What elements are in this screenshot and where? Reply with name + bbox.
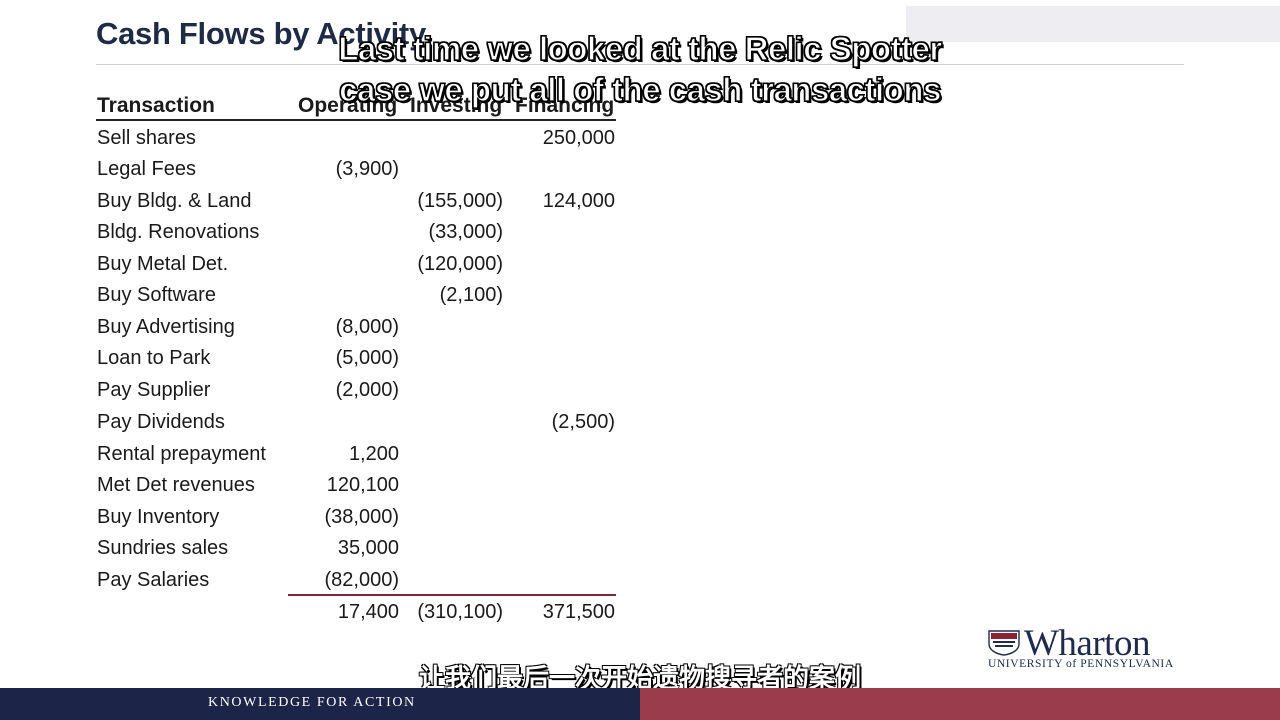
row-label: Buy Inventory xyxy=(97,506,220,528)
header-financing: Financing xyxy=(515,94,615,117)
logo-wordmark: Wharton xyxy=(1024,623,1150,664)
row-label: Legal Fees xyxy=(97,158,196,180)
cell-operating: (38,000) xyxy=(324,506,400,528)
cell-financing: 124,000 xyxy=(542,190,615,212)
cell-financing: (2,500) xyxy=(551,411,615,433)
subtitle-line-1: Last time we looked at the Relic Spotter xyxy=(338,29,943,67)
row-label: Buy Software xyxy=(97,284,216,306)
cell-operating: (3,900) xyxy=(335,158,399,180)
logo-subtitle: UNIVERSITY of PENNSYLVANIA xyxy=(988,658,1174,670)
cell-financing: 250,000 xyxy=(542,127,615,149)
footer-bar-maroon xyxy=(640,688,1280,720)
shield-icon xyxy=(988,630,1020,656)
footer-tagline: KNOWLEDGE FOR ACTION xyxy=(208,695,416,710)
total-investing: (310,100) xyxy=(417,601,503,623)
subtitle-line-2: case we put all of the cash transactions xyxy=(339,70,942,108)
header-investing: Investing xyxy=(410,94,503,117)
row-label: Bldg. Renovations xyxy=(97,221,260,243)
cell-operating: (8,000) xyxy=(335,316,399,338)
row-label: Rental prepayment xyxy=(97,443,266,465)
header-transaction: Transaction xyxy=(97,94,215,117)
row-label: Sundries sales xyxy=(97,537,229,559)
row-label: Pay Dividends xyxy=(97,411,225,433)
footer-bar-navy xyxy=(0,688,640,720)
wharton-logo: Wharton UNIVERSITY of PENNSYLVANIA xyxy=(988,623,1193,672)
row-label: Loan to Park xyxy=(97,347,211,369)
title-divider xyxy=(96,64,1184,65)
cell-operating: 120,100 xyxy=(326,474,399,496)
row-label: Buy Metal Det. xyxy=(97,253,229,275)
row-label: Sell shares xyxy=(97,127,196,149)
header-underline xyxy=(96,119,616,121)
corner-overlay-box xyxy=(906,6,1280,42)
row-label: Met Det revenues xyxy=(97,474,255,496)
cell-operating: 1,200 xyxy=(348,443,399,465)
header-operating: Operating xyxy=(298,94,398,117)
total-operating: 17,400 xyxy=(337,601,399,623)
cell-operating: 35,000 xyxy=(337,537,399,559)
subtitle-english: Last time we looked at the Relic Spotter… xyxy=(300,28,980,110)
cell-operating: (5,000) xyxy=(335,347,399,369)
cell-operating: (82,000) xyxy=(324,569,400,591)
row-label: Buy Advertising xyxy=(97,316,235,338)
totals-rule xyxy=(288,594,616,596)
cell-investing: (155,000) xyxy=(417,190,503,212)
cell-investing: (33,000) xyxy=(428,221,504,243)
row-label: Buy Bldg. & Land xyxy=(97,190,252,212)
row-label: Pay Supplier xyxy=(97,379,211,401)
total-financing: 371,500 xyxy=(542,601,615,623)
slide-title: Cash Flows by Activity xyxy=(96,16,426,51)
cell-investing: (2,100) xyxy=(439,284,503,306)
cell-operating: (2,000) xyxy=(335,379,399,401)
row-label: Pay Salaries xyxy=(97,569,210,591)
cell-investing: (120,000) xyxy=(417,253,503,275)
